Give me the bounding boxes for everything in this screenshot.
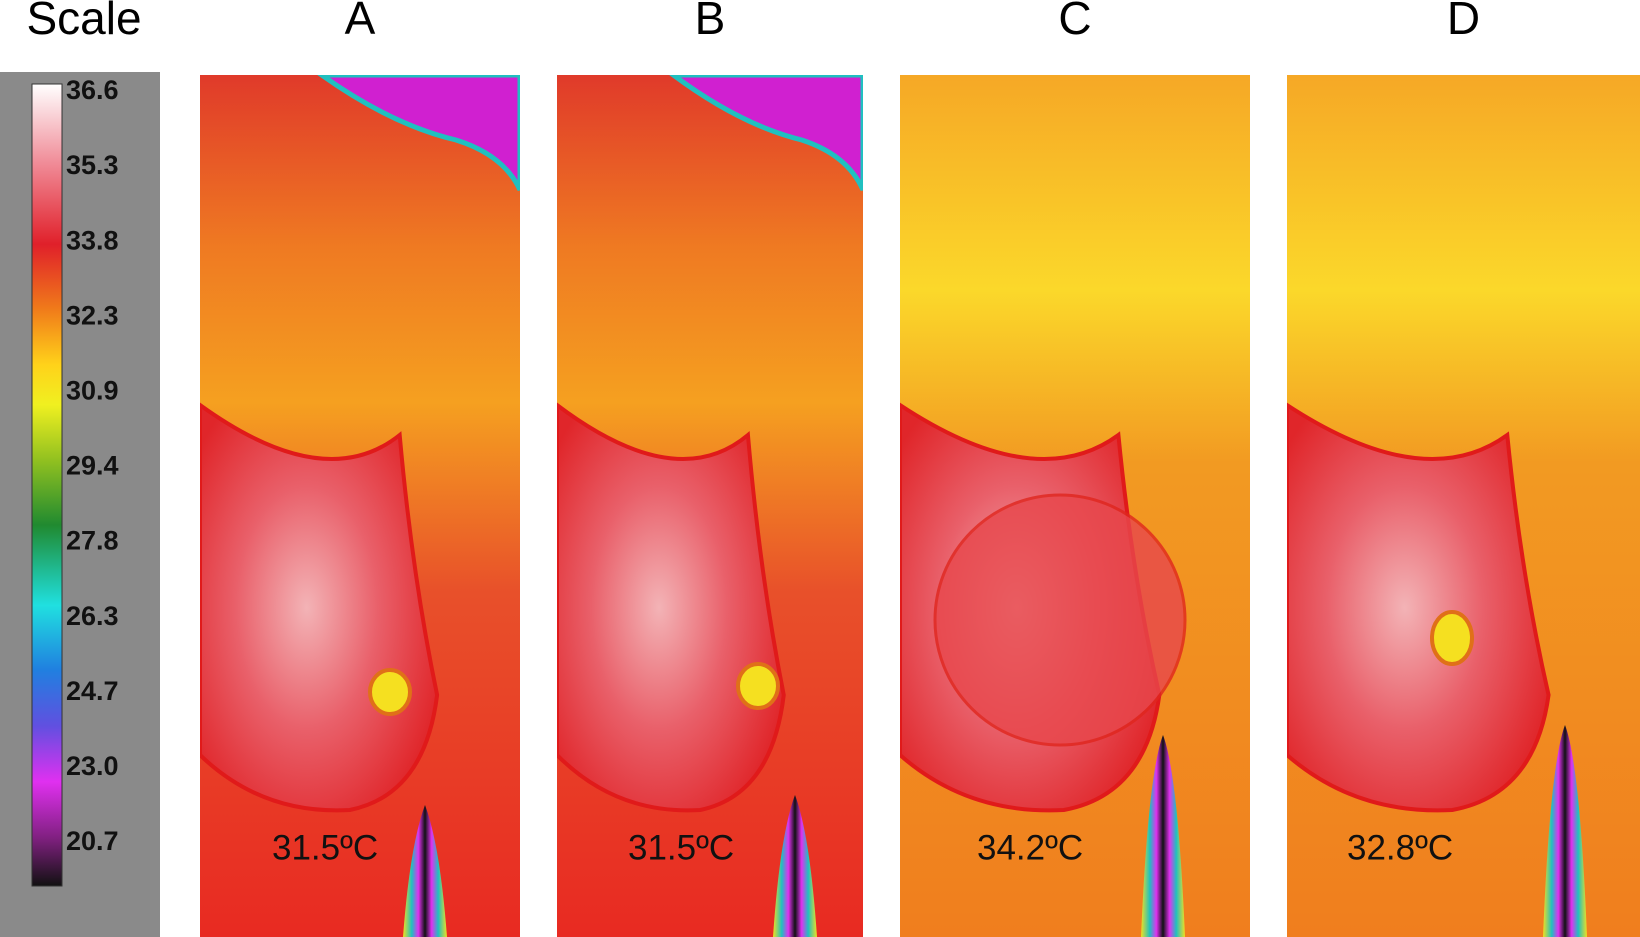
scale-tick-label: 24.7 — [66, 676, 119, 706]
lesion-area — [933, 493, 1187, 747]
thermal-image — [200, 75, 520, 937]
panel-label: C — [1058, 0, 1091, 44]
temperature-label: 32.8ºC — [1347, 828, 1453, 867]
nipple — [736, 662, 780, 710]
color-bar — [31, 83, 63, 887]
temperature-label: 34.2ºC — [977, 828, 1083, 867]
nipple — [1430, 610, 1474, 666]
scale-title: Scale — [26, 0, 141, 44]
scale-tick-label: 30.9 — [66, 376, 119, 406]
scale-tick-label: 20.7 — [66, 826, 119, 856]
thermal-panel: C 34.2ºC — [900, 0, 1250, 937]
thermal-image — [1287, 75, 1640, 937]
breast-region — [1287, 402, 1551, 813]
cold-corner — [669, 75, 863, 192]
temperature-label: 31.5ºC — [628, 828, 734, 867]
thermal-panel: B 31.5ºC — [557, 0, 863, 937]
cold-corner — [317, 75, 520, 192]
thermal-image — [557, 75, 863, 937]
skin-fold — [1141, 735, 1185, 937]
scale-tick-label: 27.8 — [66, 526, 119, 556]
panel-label: A — [345, 0, 376, 44]
thermal-image — [900, 75, 1250, 937]
skin-fold — [403, 805, 447, 937]
breast-region — [557, 402, 786, 813]
scale-box — [0, 72, 160, 937]
panel-label: D — [1447, 0, 1480, 44]
temperature-label: 31.5ºC — [272, 828, 378, 867]
thermal-panel: A 31.5ºC — [200, 0, 520, 937]
scale-tick-label: 35.3 — [66, 150, 119, 180]
breast-region — [200, 402, 440, 813]
skin-fold — [773, 795, 817, 937]
scale-tick-label: 26.3 — [66, 601, 119, 631]
scale-tick-label: 33.8 — [66, 225, 119, 255]
scale-tick-label: 23.0 — [66, 751, 119, 781]
nipple — [368, 668, 412, 716]
panel-label: B — [695, 0, 726, 44]
thermal-panel: D 32.8ºC — [1287, 0, 1640, 937]
scale-tick-label: 29.4 — [66, 451, 119, 481]
scale-tick-label: 36.6 — [66, 75, 119, 105]
scale-tick-label: 32.3 — [66, 300, 119, 330]
skin-fold — [1543, 725, 1587, 937]
